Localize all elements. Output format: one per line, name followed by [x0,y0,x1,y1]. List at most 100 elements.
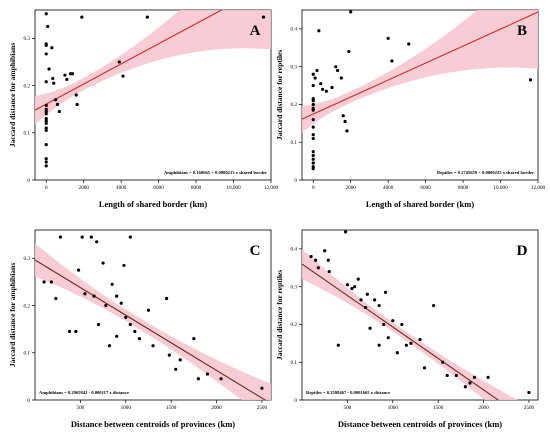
y-tick-label: 0.2 [24,83,31,89]
confidence-band [35,10,271,125]
x-tick-label: 12,000 [531,185,546,191]
confidence-band [302,10,538,133]
data-point [327,269,331,274]
data-point [486,375,490,379]
data-point [44,128,48,133]
data-point [383,290,388,294]
data-point [316,266,320,270]
data-point [119,301,123,305]
regression-line [302,263,500,400]
data-point [311,136,315,141]
data-point [336,343,340,347]
data-point [260,386,264,390]
y-tick-label: 0.2 [291,322,298,328]
data-point [311,153,315,158]
data-point [44,157,48,161]
data-point [80,235,84,239]
y-axis-title: Jaccard distance for reptiles [275,50,284,140]
x-tick-label: 6000 [153,185,164,191]
x-tick-label: 0 [45,185,48,191]
data-point [445,373,449,378]
data-point [128,322,132,327]
data-point [395,351,399,355]
y-axis-title: Jaccard distance for reptiles [275,270,284,360]
data-point [311,99,315,103]
data-point [174,367,178,371]
data-point [44,80,48,84]
data-point [311,157,315,161]
data-point [196,377,200,381]
data-point [70,72,75,76]
data-point [422,366,427,370]
data-point [334,65,338,69]
panel-letter: C [250,243,261,259]
data-point [317,29,321,33]
data-point [400,322,404,327]
data-point [54,98,58,102]
data-point [330,85,334,90]
data-point [343,230,348,234]
data-point [321,87,325,91]
data-point [390,59,394,63]
data-point [407,42,411,46]
data-point [49,280,53,284]
regression-equation: Amphibians = 0.2965842 - 0.000117 x dist… [39,390,129,395]
y-axis-title: Jaccard distance for amphibians [8,43,17,147]
x-tick-label: 2500 [257,405,268,411]
data-point [51,76,55,81]
data-point [44,52,48,56]
data-point [89,235,93,239]
x-tick-label: 2000 [478,405,489,411]
data-point [315,68,319,73]
regression-equation: Reptiles = 0.3598467 - 0.0001665 x dista… [306,390,390,395]
x-tick-label: 1500 [166,405,177,411]
data-point [167,353,171,357]
x-axis-title: Distance between centroids of provinces … [338,419,502,429]
data-point [67,329,72,334]
data-point [165,296,169,301]
x-tick-label: 1000 [121,405,132,411]
y-tick-label: 0.1 [291,140,298,146]
data-point [178,358,182,362]
x-axis-title: Length of shared border (km) [99,199,207,209]
x-tick-label: 6000 [420,185,431,191]
data-point [133,329,137,334]
data-point [409,341,413,345]
data-point [50,46,54,50]
regression-line [35,259,267,400]
regression-equation: Amphibians = 0.160665 + 0.0000213 x shar… [164,170,267,175]
data-point [528,78,533,82]
data-point [44,164,48,168]
data-point [44,12,48,16]
x-tick-label: 12,000 [264,185,279,191]
data-point [311,150,315,154]
data-point [353,285,357,289]
data-point [472,375,477,379]
data-point [74,93,78,97]
data-point [468,381,472,385]
data-point [128,235,132,239]
y-tick-label: 0 [27,398,30,404]
y-tick-label: 0.3 [291,64,298,70]
data-point [52,81,56,85]
data-point [347,49,351,54]
data-point [96,322,101,327]
data-point [311,133,315,137]
x-axis-title: Length of shared border (km) [366,199,474,209]
data-point [117,60,121,64]
x-tick-label: 2000 [79,185,90,191]
data-point [95,240,99,244]
y-tick-label: 0.1 [24,351,31,357]
data-point [44,43,48,48]
y-tick-label: 0.4 [291,27,298,33]
data-point [44,112,48,116]
data-point [63,73,67,77]
data-point [418,337,422,342]
y-tick-label: 0 [27,178,30,184]
data-point [121,74,125,78]
data-point [324,89,328,93]
data-point [55,102,60,107]
x-tick-label: 8000 [458,185,469,191]
x-tick-label: 4000 [383,185,394,191]
data-point [75,102,79,107]
